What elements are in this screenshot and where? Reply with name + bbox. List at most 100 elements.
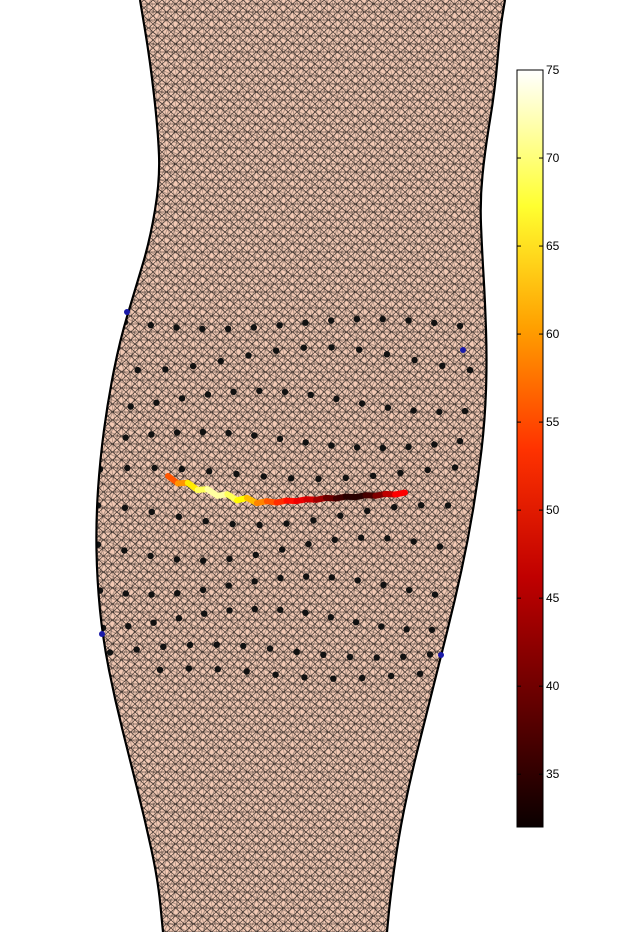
electrode-dot: [277, 574, 284, 582]
electrode-dot: [199, 325, 206, 333]
electrode-dot: [121, 504, 129, 511]
electrode-dot: [302, 319, 309, 326]
electrode-dot: [328, 574, 336, 581]
electrode-dot: [106, 649, 114, 656]
electrode-dot: [229, 520, 236, 528]
electrode-dot: [245, 352, 252, 359]
electrode-dot: [301, 674, 308, 681]
electrode-dot: [151, 464, 158, 472]
electrode-dot: [379, 444, 387, 452]
reference-marker: [438, 652, 444, 658]
electrode-dot: [400, 653, 407, 660]
colorbar-tick-label: 55: [546, 415, 560, 429]
electrode-dot: [431, 591, 439, 598]
temperature-trace: [165, 473, 408, 507]
electrode-dot: [276, 322, 283, 329]
electrode-dot: [307, 391, 314, 398]
electrode-dot: [178, 395, 186, 402]
electrode-dot: [124, 464, 131, 472]
colorbar-tick-label: 35: [546, 767, 560, 781]
electrode-dot: [277, 606, 284, 613]
electrode-dot: [106, 364, 114, 372]
electrode-dot: [310, 517, 317, 524]
electrode-dot: [250, 324, 257, 331]
electrode-dot: [439, 362, 446, 369]
electrode-dot: [342, 474, 349, 482]
colorbar-tick-label: 65: [546, 239, 560, 253]
electrode-dot: [410, 538, 417, 545]
electrode-dot: [150, 619, 157, 626]
electrode-dot: [331, 536, 338, 543]
colorbar-gradient: [516, 69, 544, 828]
electrode-dot: [148, 591, 155, 598]
electrode-dot: [416, 670, 424, 677]
electrode-dot: [302, 439, 309, 446]
electrode-dot: [251, 605, 258, 613]
electrode-dot: [174, 590, 181, 597]
electrode-dot: [240, 642, 247, 650]
electrode-dot: [303, 573, 310, 580]
colorbar: 35 40 45 50 55 60 65 70 75: [516, 63, 560, 828]
electrode-dot: [353, 316, 361, 323]
electrode-dot: [214, 666, 221, 673]
electrode-dot: [428, 626, 436, 634]
electrode-dot: [346, 653, 354, 661]
electrode-dot: [134, 366, 141, 374]
electrode-dot: [251, 432, 258, 439]
electrode-dot: [320, 651, 327, 658]
electrode-dot: [204, 391, 212, 398]
electrode-dot: [461, 407, 469, 415]
electrode-dot: [201, 610, 208, 617]
electrode-dot: [225, 429, 232, 437]
electrode-dot: [444, 502, 452, 509]
electrode-dot: [352, 619, 360, 626]
electrode-dot: [147, 321, 154, 329]
electrode-dot: [230, 388, 237, 395]
electrode-dot: [315, 475, 322, 482]
electrode-dot: [153, 399, 160, 406]
electrode-dot: [302, 609, 309, 616]
electrode-dot: [273, 347, 280, 354]
electrode-dot: [260, 473, 267, 480]
electrode-dot: [358, 400, 366, 407]
electrode-dot: [148, 508, 155, 516]
electrode-dot: [410, 407, 417, 414]
electrode-dot: [185, 665, 193, 672]
electrode-dot: [391, 504, 398, 511]
trace-segment: [392, 489, 408, 498]
electrode-dot: [378, 623, 385, 630]
electrode-dot: [397, 469, 404, 477]
electrode-dot: [256, 521, 263, 529]
electrode-dot: [384, 404, 392, 411]
electrode-dot: [328, 442, 335, 449]
electrode-dot: [224, 325, 232, 332]
electrode-dot: [356, 346, 363, 353]
colorbar-tick-label: 45: [546, 591, 560, 605]
colorbar-tick-label: 70: [546, 151, 560, 165]
electrode-dot: [424, 466, 431, 474]
electrode-dot: [456, 437, 464, 445]
electrode-dot: [276, 435, 284, 443]
electrode-dot: [417, 502, 425, 509]
electrode-dot: [213, 641, 220, 648]
electrode-dots: [96, 315, 474, 682]
electrode-dot: [256, 387, 263, 395]
electrode-dot: [217, 357, 224, 365]
electrode-dot: [359, 674, 366, 682]
reference-marker: [99, 631, 105, 637]
electrode-dot: [202, 517, 209, 525]
electrode-dot: [200, 557, 207, 564]
electrode-dot: [387, 672, 395, 680]
electrode-dot: [305, 540, 312, 548]
reference-marker: [124, 309, 130, 315]
electrode-dot: [466, 366, 474, 374]
electrode-dot: [426, 651, 434, 658]
electrode-dot: [405, 317, 412, 324]
electrode-dot: [431, 441, 438, 448]
electrode-dot: [251, 578, 258, 585]
electrode-dot: [436, 408, 443, 416]
electrode-dot: [175, 513, 182, 520]
electrode-dot: [411, 356, 418, 364]
electrode-dot: [160, 643, 167, 650]
